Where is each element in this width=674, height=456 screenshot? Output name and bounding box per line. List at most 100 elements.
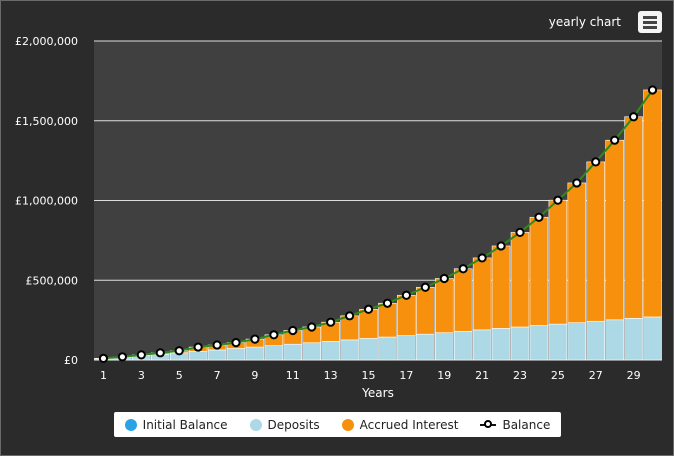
hamburger-menu-icon[interactable] [638, 11, 662, 33]
balance-point[interactable] [174, 346, 184, 356]
balance-point[interactable] [212, 340, 222, 350]
legend-label: Balance [502, 417, 551, 432]
balance-point[interactable] [155, 348, 165, 358]
bar-deposits[interactable] [378, 336, 397, 361]
x-axis-title: Years [361, 386, 394, 400]
balance-point[interactable] [117, 352, 128, 362]
bar-deposits[interactable] [434, 332, 454, 361]
x-tick-label: 7 [214, 369, 221, 382]
bar-accrued-interest[interactable] [434, 278, 454, 334]
balance-point[interactable] [515, 227, 525, 237]
bar-deposits[interactable] [416, 333, 435, 361]
x-tick-label: 25 [551, 369, 565, 382]
legend-label: Deposits [267, 417, 320, 432]
balance-point[interactable] [534, 212, 544, 222]
legend-label: Initial Balance [142, 417, 228, 432]
balance-point[interactable] [382, 298, 393, 308]
balance-point[interactable] [269, 330, 279, 340]
initial-balance-swatch-icon [124, 418, 137, 431]
x-tick-label: 1 [100, 369, 107, 382]
bar-deposits[interactable] [397, 335, 416, 361]
bar-deposits[interactable] [491, 328, 511, 361]
balance-point[interactable] [439, 273, 449, 284]
legend: Initial Balance Deposits Accrued Interes… [114, 412, 561, 437]
bar-deposits[interactable] [321, 341, 340, 361]
x-tick-label: 21 [475, 369, 489, 382]
y-tick-label: £1,500,000 [15, 115, 78, 128]
x-tick-label: 29 [627, 369, 641, 382]
balance-point[interactable] [363, 304, 374, 314]
legend-item-balance[interactable]: Balance [480, 418, 550, 432]
x-tick-label: 13 [324, 369, 338, 382]
bar-accrued-interest[interactable] [472, 257, 492, 331]
bar-deposits[interactable] [283, 343, 303, 361]
bar-accrued-interest[interactable] [453, 268, 473, 332]
bar-deposits[interactable] [605, 319, 624, 361]
bar-deposits[interactable] [245, 346, 265, 361]
bar-accrued-interest[interactable] [416, 286, 435, 335]
balance-point[interactable] [458, 264, 468, 274]
bar-deposits[interactable] [472, 329, 492, 361]
y-tick-label: £0 [64, 354, 78, 367]
bar-accrued-interest[interactable] [491, 245, 511, 329]
balance-point[interactable] [326, 317, 336, 327]
balance-point[interactable] [610, 135, 620, 145]
legend-item-deposits[interactable]: Deposits [249, 417, 320, 432]
y-tick-label: £2,000,000 [15, 35, 78, 48]
y-tick-label: £1,000,000 [15, 195, 78, 208]
bar-accrued-interest[interactable] [567, 182, 587, 323]
balance-line-marker-icon [480, 419, 497, 431]
x-tick-label: 3 [138, 369, 145, 382]
bar-accrued-interest[interactable] [605, 139, 624, 321]
balance-point[interactable] [307, 322, 317, 332]
x-tick-label: 5 [176, 369, 183, 382]
balance-point[interactable] [553, 195, 563, 205]
balance-point[interactable] [193, 342, 203, 352]
deposits-swatch-icon [249, 418, 262, 431]
bar-accrued-interest[interactable] [529, 216, 549, 326]
balance-point[interactable] [401, 290, 411, 300]
bar-deposits[interactable] [529, 325, 549, 361]
bar-accrued-interest[interactable] [624, 116, 643, 319]
bar-accrued-interest[interactable] [643, 89, 662, 318]
balance-point[interactable] [647, 85, 658, 95]
bar-deposits[interactable] [624, 318, 643, 361]
bar-deposits[interactable] [453, 330, 473, 361]
balance-point[interactable] [98, 353, 109, 364]
balance-point[interactable] [591, 157, 601, 167]
bar-deposits[interactable] [643, 316, 662, 361]
bar-deposits[interactable] [548, 323, 568, 361]
balance-point[interactable] [629, 112, 639, 122]
legend-item-accrued-interest[interactable]: Accrued Interest [341, 418, 458, 432]
bar-deposits[interactable] [359, 338, 378, 361]
balance-point[interactable] [477, 253, 487, 263]
bar-deposits[interactable] [567, 322, 587, 361]
x-tick-label: 15 [362, 369, 376, 382]
x-tick-label: 23 [513, 369, 527, 382]
balance-point[interactable] [420, 282, 430, 292]
balance-point[interactable] [136, 350, 146, 360]
bar-accrued-interest[interactable] [586, 161, 605, 322]
bar-deposits[interactable] [340, 339, 359, 361]
balance-point[interactable] [345, 311, 355, 321]
bar-accrued-interest[interactable] [397, 294, 416, 336]
accrued-interest-swatch-icon [341, 418, 354, 431]
bar-deposits[interactable] [264, 345, 284, 361]
y-tick-label: £500,000 [26, 274, 79, 287]
bar-accrued-interest[interactable] [378, 302, 397, 338]
balance-point[interactable] [496, 241, 506, 251]
bar-deposits[interactable] [207, 349, 227, 361]
bar-deposits[interactable] [188, 351, 208, 361]
balance-point[interactable] [231, 338, 241, 348]
balance-point[interactable] [572, 178, 582, 188]
balance-point[interactable] [288, 325, 298, 336]
bar-deposits[interactable] [510, 326, 530, 361]
legend-item-initial-balance[interactable]: Initial Balance [124, 417, 228, 432]
bar-deposits[interactable] [302, 342, 321, 361]
bar-accrued-interest[interactable] [510, 232, 530, 328]
bar-accrued-interest[interactable] [548, 199, 568, 325]
bar-deposits[interactable] [226, 348, 246, 361]
bar-deposits[interactable] [586, 320, 605, 361]
balance-point[interactable] [250, 334, 260, 344]
